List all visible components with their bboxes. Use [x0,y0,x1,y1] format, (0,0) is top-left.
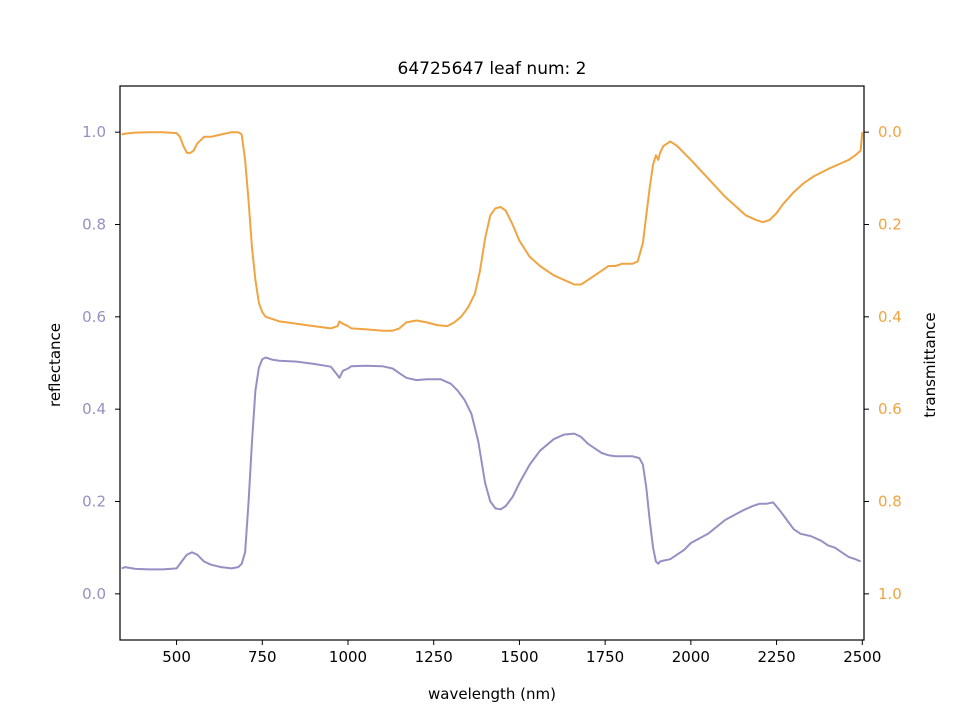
x-tick-label: 2250 [757,648,795,666]
left-y-tick-label: 0.8 [82,216,106,234]
chart-title: 64725647 leaf num: 2 [398,59,587,79]
x-tick-label: 1000 [329,648,367,666]
right-y-axis-label: transmittance [921,312,939,417]
x-axis: 500 750 1000 1250 1500 1750 2000 2250 2500 [162,640,881,666]
transmittance-series-line [121,131,864,332]
x-tick-label: 1250 [415,648,453,666]
x-tick-label: 750 [248,648,277,666]
x-tick-label: 1500 [500,648,538,666]
right-y-tick-label: 0.0 [878,123,902,141]
reflectance-series-line [121,356,862,571]
x-tick-label: 500 [162,648,191,666]
plot-area [121,131,864,571]
x-tick-label: 2000 [672,648,710,666]
left-y-tick-label: 0.6 [82,308,106,326]
right-y-tick-label: 1.0 [878,585,902,603]
right-y-axis: 0.0 0.2 0.4 0.6 0.8 1.0 [864,123,902,603]
left-y-tick-label: 0.4 [82,400,106,418]
left-y-tick-label: 1.0 [82,123,106,141]
x-axis-label: wavelength (nm) [428,685,556,703]
left-y-tick-label: 0.2 [82,493,106,511]
right-y-tick-label: 0.2 [878,216,902,234]
left-y-axis: 0.0 0.2 0.4 0.6 0.8 1.0 [82,123,120,603]
x-tick-label: 1750 [586,648,624,666]
right-y-tick-label: 0.8 [878,493,902,511]
left-y-axis-label: reflectance [46,323,64,407]
axes-frame [119,85,865,641]
right-y-tick-label: 0.4 [878,308,902,326]
right-y-tick-label: 0.6 [878,400,902,418]
left-y-tick-label: 0.0 [82,585,106,603]
x-tick-label: 2500 [843,648,881,666]
